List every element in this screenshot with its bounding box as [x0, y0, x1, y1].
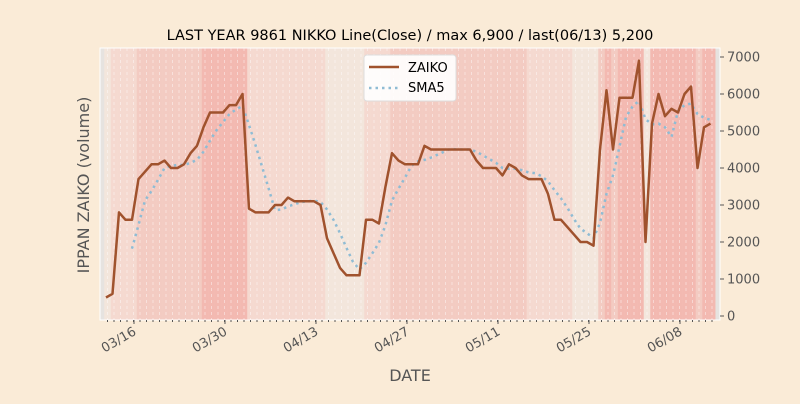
background-band: [163, 48, 170, 320]
background-band: [514, 48, 521, 320]
background-band: [676, 48, 683, 320]
background-band: [332, 48, 339, 320]
x-tick-label: 06/08: [645, 324, 685, 356]
background-band: [260, 48, 267, 320]
background-band: [520, 48, 527, 320]
background-band: [267, 48, 274, 320]
background-band: [104, 48, 111, 320]
y-tick-label: 0: [727, 310, 735, 325]
background-band: [234, 48, 241, 320]
x-axis-label: DATE: [389, 366, 431, 385]
background-band: [130, 48, 137, 320]
background-band: [208, 48, 215, 320]
background-band: [306, 48, 313, 320]
background-band: [202, 48, 209, 320]
background-band: [657, 48, 664, 320]
background-band: [345, 48, 352, 320]
x-tick-label: 03/16: [99, 324, 139, 356]
y-tick-label: 1000: [727, 273, 760, 288]
y-tick-label: 3000: [727, 199, 760, 214]
background-band: [312, 48, 319, 320]
y-tick-label: 2000: [727, 236, 760, 251]
background-band: [215, 48, 222, 320]
background-band: [286, 48, 293, 320]
x-tick-label: 03/30: [190, 324, 230, 356]
background-band: [702, 48, 709, 320]
background-band: [475, 48, 482, 320]
background-band: [176, 48, 183, 320]
background-band: [624, 48, 631, 320]
background-band: [221, 48, 228, 320]
background-band: [481, 48, 488, 320]
background-band: [254, 48, 261, 320]
background-band: [273, 48, 280, 320]
background-band: [696, 48, 703, 320]
background-band: [293, 48, 300, 320]
background-band: [351, 48, 358, 320]
background-band: [488, 48, 495, 320]
background-band: [507, 48, 514, 320]
y-tick-label: 7000: [727, 51, 760, 66]
background-band: [462, 48, 469, 320]
background-band: [709, 48, 716, 320]
legend-sma5-label: SMA5: [408, 81, 445, 96]
legend-zaiko-label: ZAIKO: [408, 61, 448, 76]
background-band: [299, 48, 306, 320]
background-band: [494, 48, 501, 320]
chart-title: LAST YEAR 9861 NIKKO Line(Close) / max 6…: [167, 28, 654, 44]
y-tick-label: 4000: [727, 162, 760, 177]
background-band: [650, 48, 657, 320]
background-band: [124, 48, 131, 320]
background-band: [611, 48, 618, 320]
x-axis: 03/16 03/30 04/13 04/27 05/11 05/25 06/08: [99, 320, 712, 356]
background-band: [527, 48, 534, 320]
x-tick-label: 04/13: [281, 324, 321, 356]
legend: ZAIKO SMA5: [364, 55, 456, 101]
background-band: [150, 48, 157, 320]
background-band: [670, 48, 677, 320]
background-band: [605, 48, 612, 320]
background-band: [338, 48, 345, 320]
background-band: [579, 48, 586, 320]
background-band: [598, 48, 605, 320]
background-band: [280, 48, 287, 320]
background-band: [618, 48, 625, 320]
background-band: [156, 48, 163, 320]
background-band: [195, 48, 202, 320]
background-band: [559, 48, 566, 320]
background-band: [319, 48, 326, 320]
y-tick-label: 5000: [727, 125, 760, 140]
x-tick-label: 05/25: [554, 324, 594, 356]
y-tick-label: 6000: [727, 88, 760, 103]
background-band: [143, 48, 150, 320]
background-band: [182, 48, 189, 320]
x-tick-label: 05/11: [463, 324, 503, 356]
x-tick-label: 04/27: [372, 324, 412, 356]
background-band: [169, 48, 176, 320]
background-band: [501, 48, 508, 320]
background-band: [117, 48, 124, 320]
background-band: [358, 48, 365, 320]
background-band: [566, 48, 573, 320]
background-band: [553, 48, 560, 320]
background-band: [572, 48, 579, 320]
background-band: [585, 48, 592, 320]
y-axis: 0 1000 2000 3000 4000 5000 6000 7000: [720, 51, 760, 325]
background-band: [189, 48, 196, 320]
background-band: [228, 48, 235, 320]
background-band: [325, 48, 332, 320]
background-band: [468, 48, 475, 320]
background-band: [663, 48, 670, 320]
y-axis-label: IPPAN ZAIKO (volume): [74, 97, 93, 274]
background-band: [533, 48, 540, 320]
